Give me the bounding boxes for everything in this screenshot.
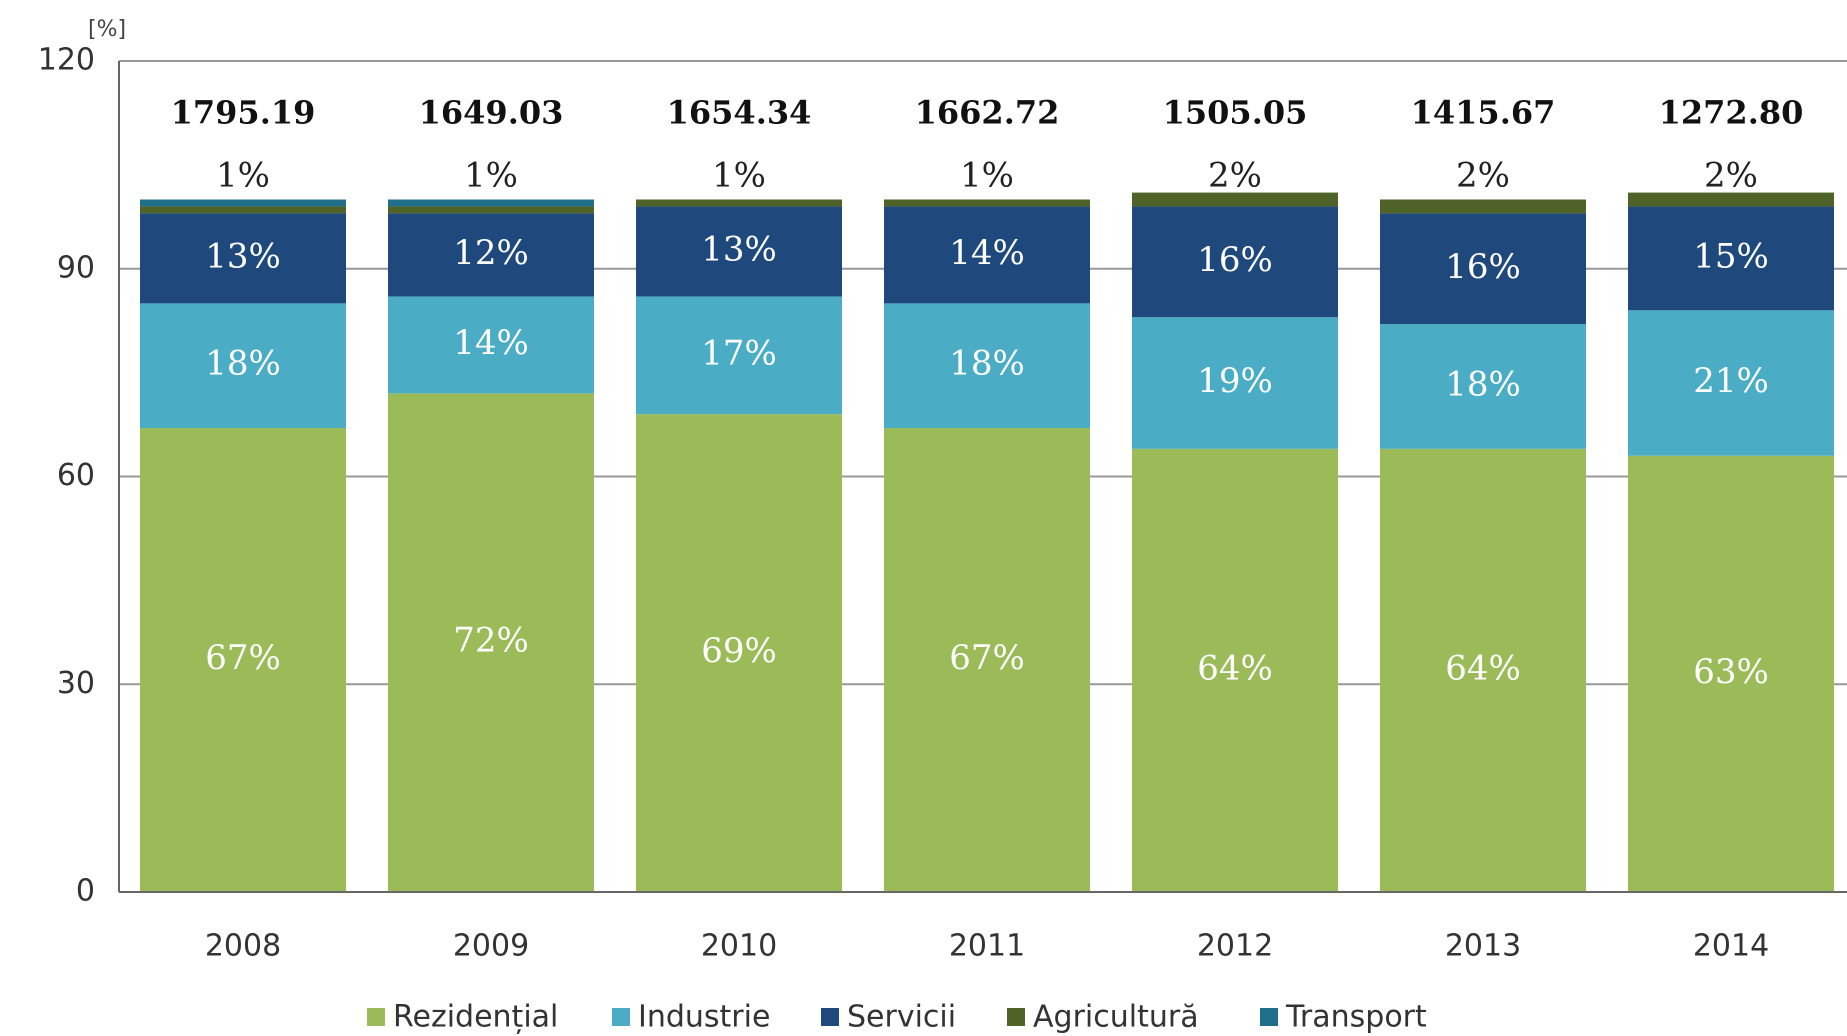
data-label: 2% xyxy=(1704,156,1758,196)
bar-segment xyxy=(884,206,1090,304)
data-label: 1% xyxy=(216,156,270,196)
bar-segment xyxy=(388,213,594,297)
bar-segment xyxy=(1132,192,1338,207)
legend-label: Agricultură xyxy=(1033,1000,1199,1035)
y-tick-label: 0 xyxy=(76,874,95,909)
legend-label: Industrie xyxy=(638,1000,770,1035)
data-label: 64% xyxy=(1197,648,1273,688)
bar-segment xyxy=(884,199,1090,207)
bar-segment xyxy=(1132,206,1338,318)
bar-segment xyxy=(1628,455,1834,892)
bar-segment xyxy=(1380,324,1586,449)
bar-segment xyxy=(388,296,594,394)
legend-swatch xyxy=(612,1008,630,1026)
data-label: 16% xyxy=(1445,247,1521,287)
total-label: 1654.34 xyxy=(667,94,812,132)
legend-swatch xyxy=(821,1008,839,1026)
data-label: 13% xyxy=(701,229,777,269)
data-label: 18% xyxy=(205,344,281,384)
data-label: 14% xyxy=(949,233,1025,273)
bar-segment xyxy=(1380,199,1586,214)
bar-segment xyxy=(1380,213,1586,325)
legend-swatch xyxy=(1007,1008,1025,1026)
y-tick-label: 60 xyxy=(57,458,95,493)
data-label: 13% xyxy=(205,236,281,276)
data-label: 14% xyxy=(453,323,529,363)
data-label: 67% xyxy=(949,638,1025,678)
legend-swatch xyxy=(367,1008,385,1026)
data-label: 1% xyxy=(960,156,1014,196)
bar-segment xyxy=(388,393,594,892)
bar-segment xyxy=(1628,206,1834,311)
bar-segment xyxy=(884,428,1090,892)
bar-segment xyxy=(1628,192,1834,207)
y-unit: [%] xyxy=(88,17,126,42)
y-tick-label: 30 xyxy=(57,666,95,701)
bar-segment xyxy=(140,206,346,214)
data-label: 17% xyxy=(701,333,777,373)
bar-segment xyxy=(636,199,842,207)
bar-segment xyxy=(1132,448,1338,892)
bar-segment xyxy=(884,303,1090,429)
data-label: 72% xyxy=(453,621,529,661)
bar-segment xyxy=(140,213,346,304)
bar-segment xyxy=(388,206,594,214)
data-label: 69% xyxy=(701,631,777,671)
legend-label: Transport xyxy=(1285,1000,1427,1035)
bar-segment xyxy=(1380,448,1586,892)
x-tick-label: 2010 xyxy=(701,929,777,964)
data-label: 21% xyxy=(1693,361,1769,401)
total-label: 1662.72 xyxy=(915,94,1060,132)
data-label: 16% xyxy=(1197,240,1273,280)
x-tick-label: 2013 xyxy=(1445,929,1521,964)
x-tick-label: 2014 xyxy=(1693,929,1769,964)
data-label: 2% xyxy=(1456,156,1510,196)
data-label: 19% xyxy=(1197,361,1273,401)
legend-label: Servicii xyxy=(847,1000,956,1035)
data-label: 67% xyxy=(205,638,281,678)
data-label: 15% xyxy=(1693,236,1769,276)
y-tick-label: 120 xyxy=(38,43,95,78)
x-tick-label: 2012 xyxy=(1197,929,1273,964)
total-label: 1415.67 xyxy=(1411,94,1556,132)
bar-segment xyxy=(1132,317,1338,449)
data-label: 1% xyxy=(712,156,766,196)
data-label: 18% xyxy=(1445,364,1521,404)
total-label: 1795.19 xyxy=(171,94,316,132)
bar-segment xyxy=(636,296,842,415)
data-label: 12% xyxy=(453,233,529,273)
bar-segment xyxy=(140,199,346,207)
total-label: 1272.80 xyxy=(1659,94,1804,132)
bar-segment xyxy=(636,206,842,297)
bar-segment xyxy=(636,414,842,892)
bar-segment xyxy=(388,199,594,207)
x-tick-label: 2011 xyxy=(949,929,1025,964)
data-label: 18% xyxy=(949,344,1025,384)
data-label: 2% xyxy=(1208,156,1262,196)
bar-segment xyxy=(1628,310,1834,456)
data-label: 63% xyxy=(1693,652,1769,692)
legend-swatch xyxy=(1260,1008,1278,1026)
data-label: 64% xyxy=(1445,648,1521,688)
x-tick-label: 2009 xyxy=(453,929,529,964)
data-label: 1% xyxy=(464,156,518,196)
legend-label: Rezidențial xyxy=(393,1000,558,1035)
y-tick-label: 90 xyxy=(57,250,95,285)
total-label: 1649.03 xyxy=(419,94,564,132)
bar-segment xyxy=(140,303,346,429)
total-label: 1505.05 xyxy=(1163,94,1308,132)
bar-segment xyxy=(140,428,346,892)
x-tick-label: 2008 xyxy=(205,929,281,964)
